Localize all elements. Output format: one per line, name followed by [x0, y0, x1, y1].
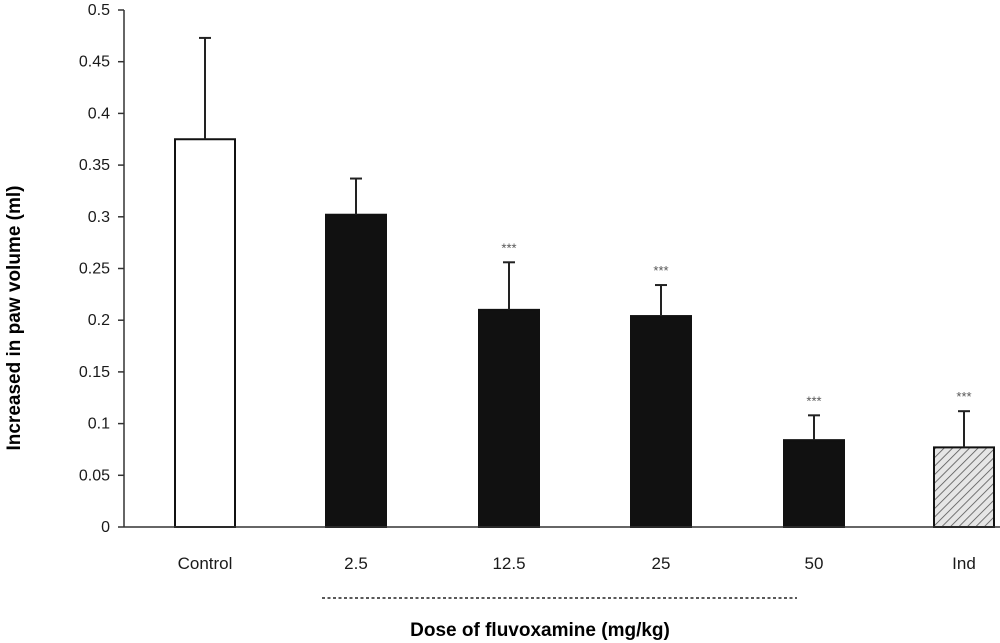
significance-marker: ***	[806, 393, 821, 408]
x-category-label: 50	[805, 554, 824, 573]
bar-2.5	[325, 213, 387, 528]
bar-25	[630, 315, 692, 528]
y-tick-label: 0.2	[88, 312, 110, 329]
y-tick-label: 0.1	[88, 416, 110, 433]
bar-Control	[174, 138, 236, 528]
x-category-label: Control	[178, 554, 233, 573]
bar-12.5	[478, 308, 540, 528]
y-tick-label: 0.25	[79, 261, 110, 278]
y-tick-label: 0.5	[88, 2, 110, 19]
bars-group	[174, 138, 995, 529]
x-category-label: 12.5	[492, 554, 525, 573]
y-tick-label: 0.35	[79, 157, 110, 174]
significance-marker: ***	[501, 240, 516, 255]
y-tick-label: 0	[101, 519, 110, 536]
y-tick-label: 0.3	[88, 209, 110, 226]
x-category-label: 25	[652, 554, 671, 573]
x-category-label: 2.5	[344, 554, 368, 573]
significance-group: *** *** *** ***	[501, 240, 971, 408]
significance-marker: ***	[956, 389, 971, 404]
y-tick-label: 0.05	[79, 467, 110, 484]
error-bars-group	[199, 36, 970, 448]
x-axis-title: Dose of fluvoxamine (mg/kg)	[410, 620, 670, 641]
y-tick-label: 0.4	[88, 105, 110, 122]
bar-Ind	[933, 446, 995, 528]
y-axis-title: Increased in paw volume (ml)	[4, 185, 25, 450]
x-category-label: Ind	[952, 554, 976, 573]
significance-marker: ***	[653, 263, 668, 278]
y-tick-label: 0.45	[79, 54, 110, 71]
y-axis-ticks: 0 0.05 0.1 0.15 0.2 0.25 0.3 0.35 0.4 0.45 0.5	[79, 2, 124, 536]
y-tick-label: 0.15	[79, 364, 110, 381]
x-axis-category-labels: Control 2.5 12.5 25 50 Ind	[178, 554, 976, 573]
bar-50	[783, 439, 845, 529]
